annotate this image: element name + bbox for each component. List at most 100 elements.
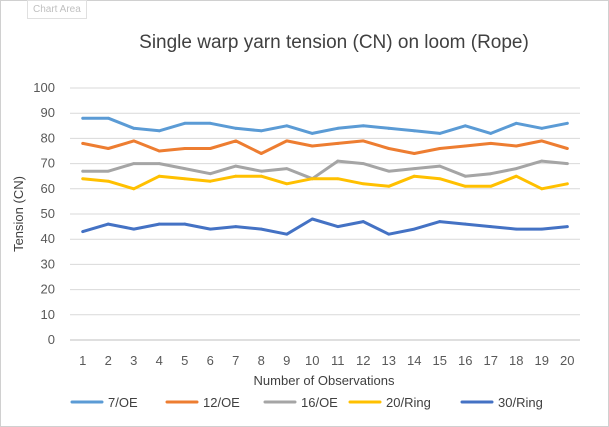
data-point [489,142,493,145]
data-point [412,152,416,155]
data-point [336,126,340,130]
data-point [310,217,314,221]
data-point [438,220,442,223]
data-point [106,222,110,226]
x-tick-label: 2 [105,353,112,368]
legend-item-12-oe[interactable]: 12/OE [165,395,240,410]
x-axis-ticks: 1 2 3 4 5 6 7 8 9 10 11 12 13 14 15 16 17 18 19 20 [79,353,574,368]
data-point [259,227,263,231]
series-line-7-oe[interactable] [81,116,569,135]
data-point [514,144,518,148]
legend-label: 7/OE [108,395,138,410]
data-point [336,225,340,229]
data-point [157,129,161,133]
x-tick-label: 14 [407,353,421,368]
data-point [132,139,136,143]
data-point [412,129,416,133]
y-tick-label: 80 [41,130,55,145]
data-point [285,139,289,143]
data-point [234,174,238,178]
data-point [81,116,85,120]
data-point [106,116,110,120]
data-point [514,167,518,171]
data-point [565,121,569,125]
data-point [208,227,212,231]
y-tick-label: 0 [48,332,55,347]
series-line-12-oe[interactable] [81,139,569,155]
y-tick-label: 60 [41,181,55,196]
x-tick-label: 11 [331,353,345,368]
data-point [540,159,544,163]
data-point [208,172,212,176]
data-point [132,227,136,231]
data-point [157,222,161,226]
chart-area-tooltip: Chart Area [27,0,87,19]
data-point [565,225,569,229]
series-line-20-ring[interactable] [81,174,569,191]
x-tick-label: 20 [560,353,574,368]
x-tick-label: 18 [509,353,523,368]
data-point [412,174,416,178]
data-point [157,149,161,153]
data-point [489,172,493,176]
data-point [285,167,289,171]
legend-label: 16/OE [301,395,338,410]
data-point [412,167,416,171]
data-point [285,182,289,186]
data-point [183,167,187,171]
data-point [336,159,340,163]
legend-item-16-oe[interactable]: 16/OE [263,395,338,410]
gridlines [70,87,580,341]
series-line-30-ring[interactable] [81,217,569,236]
data-point [310,144,314,148]
data-point [259,129,263,133]
data-point [438,147,442,150]
x-tick-label: 17 [484,353,498,368]
x-tick-label: 13 [382,353,396,368]
legend-label: 30/Ring [498,395,543,410]
data-point [234,225,238,229]
legend[interactable]: 7/OE 12/OE 16/OE 20/Ring 30/Ring [70,395,543,410]
y-axis-title: Tension (CN) [11,176,26,252]
data-point [208,147,212,150]
data-point [387,232,391,236]
data-point [361,220,365,223]
data-point [285,232,289,236]
data-point [81,230,85,234]
legend-item-7-oe[interactable]: 7/OE [70,395,138,410]
data-point [565,147,569,150]
data-point [259,152,263,155]
data-point [234,139,238,143]
data-point [387,169,391,173]
x-tick-label: 10 [305,353,319,368]
x-tick-label: 3 [130,353,137,368]
data-point [234,126,238,130]
y-tick-label: 100 [33,80,55,95]
x-tick-label: 7 [232,353,239,368]
y-tick-label: 40 [41,231,55,246]
y-tick-label: 30 [41,256,55,271]
data-point [336,142,340,145]
data-point [387,184,391,188]
chart-title: Single warp yarn tension (CN) on loom (R… [139,32,529,53]
data-point [310,131,314,135]
data-point [234,164,238,168]
legend-item-20-ring[interactable]: 20/Ring [348,395,431,410]
data-point [489,225,493,229]
x-tick-label: 19 [535,353,549,368]
data-point [336,177,340,181]
data-point [157,174,161,178]
data-point [438,131,442,135]
y-tick-label: 90 [41,105,55,120]
legend-item-30-ring[interactable]: 30/Ring [460,395,543,410]
series-lines [81,116,569,236]
x-tick-label: 9 [283,353,290,368]
data-point [81,142,85,145]
series-line-16-oe[interactable] [81,159,569,181]
y-axis-ticks: 0 10 20 30 40 50 60 70 80 90 100 [33,80,55,347]
data-point [361,124,365,128]
x-tick-label: 6 [207,353,214,368]
data-point [106,169,110,173]
data-point [310,177,314,181]
